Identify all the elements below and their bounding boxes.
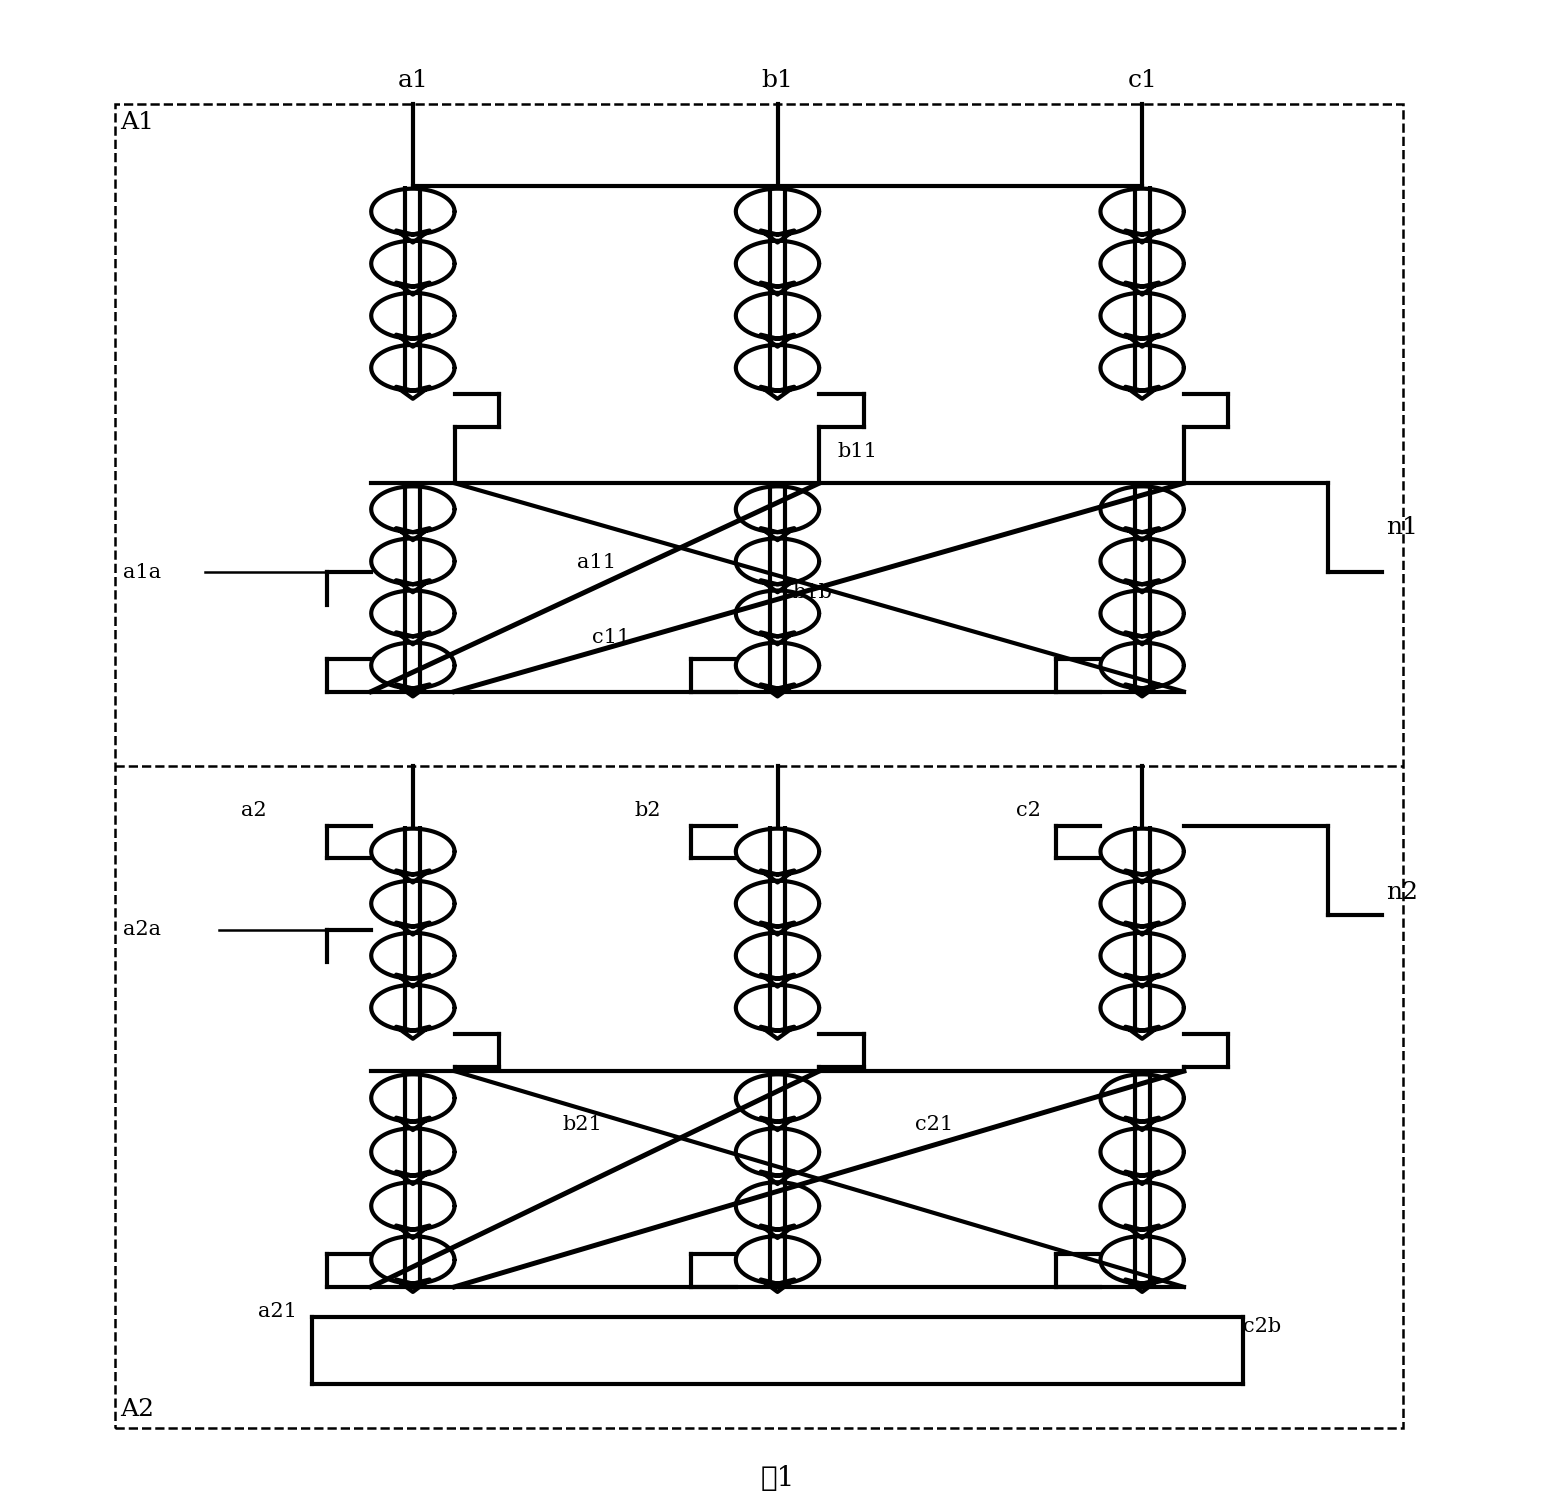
Text: c21: c21	[916, 1116, 953, 1134]
Text: a1a: a1a	[123, 563, 160, 581]
Text: b21: b21	[563, 1116, 602, 1134]
Text: b1: b1	[762, 69, 793, 92]
Text: c11: c11	[592, 628, 631, 648]
Text: A1: A1	[120, 111, 154, 134]
Text: A2: A2	[120, 1398, 154, 1420]
Text: 图1: 图1	[760, 1465, 795, 1492]
Text: c1: c1	[1127, 69, 1157, 92]
Text: a21: a21	[258, 1301, 297, 1321]
Text: a2: a2	[241, 801, 267, 821]
Text: c2: c2	[1015, 801, 1040, 821]
Text: b2: b2	[634, 801, 661, 821]
Text: a2a: a2a	[123, 920, 160, 940]
Text: n1: n1	[1386, 517, 1418, 539]
Text: a1: a1	[398, 69, 428, 92]
Text: n2: n2	[1386, 881, 1418, 904]
Text: b1b: b1b	[793, 583, 832, 602]
Text: b11: b11	[837, 441, 877, 461]
Text: c2b: c2b	[1244, 1316, 1281, 1336]
Text: a11: a11	[577, 554, 616, 572]
Bar	[115, 104, 1403, 1428]
